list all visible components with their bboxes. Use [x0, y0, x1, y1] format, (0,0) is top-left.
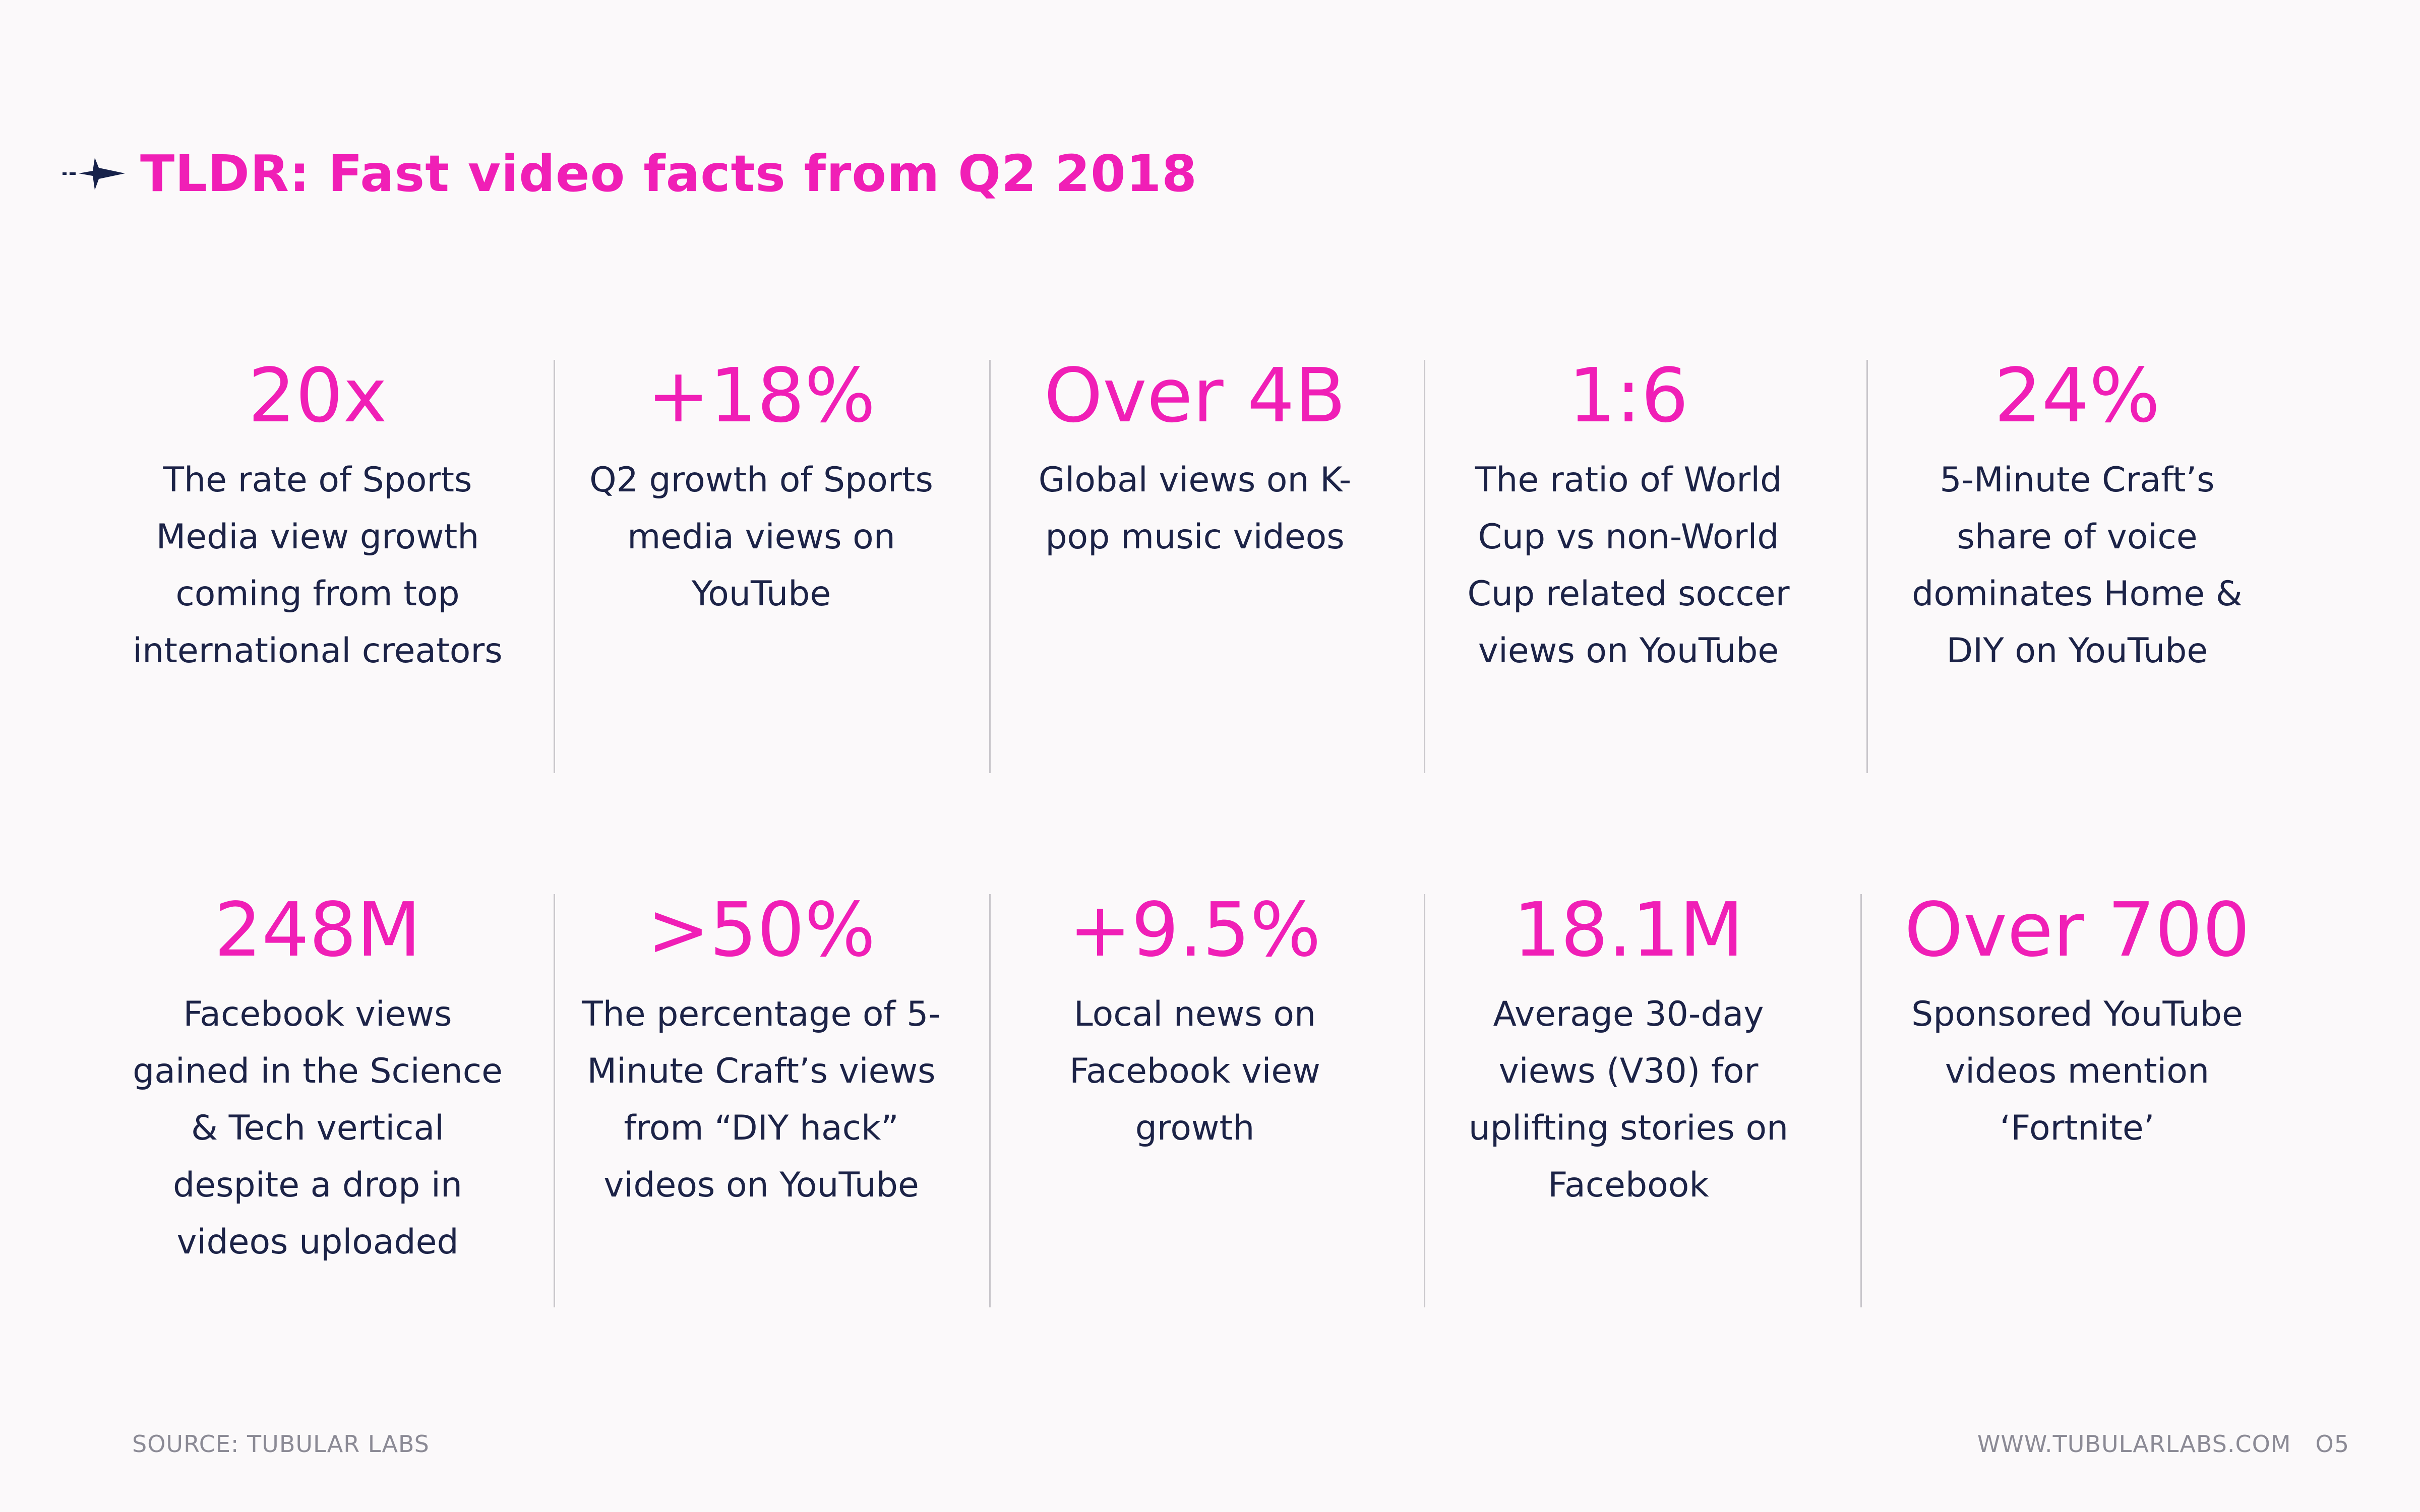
fact-cell: +18% Q2 growth of Sports media views on … [544, 353, 978, 771]
footer-website: WWW.TUBULARLABS.COM [1977, 1430, 2291, 1458]
fact-cell: 248M Facebook views gained in the Scienc… [101, 887, 534, 1305]
fact-cell: >50% The percentage of 5-Minute Craft’s … [544, 887, 978, 1305]
facts-grid: 20x The rate of Sports Media view growth… [101, 353, 2319, 1305]
fact-description: The ratio of World Cup vs non-World Cup … [1442, 452, 1815, 679]
fact-stat: +9.5% [978, 887, 1412, 973]
fact-cell: 18.1M Average 30-day views (V30) for upl… [1412, 887, 1845, 1305]
fact-description: Average 30-day views (V30) for uplifting… [1442, 986, 1815, 1214]
footer-right: WWW.TUBULARLABS.COM O5 [1977, 1430, 2349, 1458]
fact-cell: 24% 5-Minute Craft’s share of voice domi… [1855, 353, 2299, 771]
page-header: TLDR: Fast video facts from Q2 2018 [62, 133, 1197, 214]
fact-stat: Over 4B [978, 353, 1412, 438]
fact-cell: 20x The rate of Sports Media view growth… [101, 353, 534, 771]
page-number: O5 [2316, 1430, 2349, 1458]
fact-stat: 18.1M [1412, 887, 1845, 973]
facts-row-2: 248M Facebook views gained in the Scienc… [101, 887, 2319, 1305]
fact-stat: >50% [544, 887, 978, 973]
page-title: TLDR: Fast video facts from Q2 2018 [140, 144, 1197, 203]
fact-cell: +9.5% Local news on Facebook view growth [978, 887, 1412, 1305]
footer-source: SOURCE: TUBULAR LABS [132, 1430, 430, 1458]
fact-stat: 248M [101, 887, 534, 973]
fact-description: 5-Minute Craft’s share of voice dominate… [1891, 452, 2264, 679]
fact-stat: 1:6 [1412, 353, 1845, 438]
fact-stat: 20x [101, 353, 534, 438]
fact-description: Sponsored YouTube videos mention ‘Fortni… [1891, 986, 2264, 1157]
fact-cell: Over 700 Sponsored YouTube videos mentio… [1855, 887, 2299, 1305]
fact-description: Global views on K-pop music videos [1008, 452, 1381, 565]
fact-description: Facebook views gained in the Science & T… [131, 986, 504, 1271]
fact-description: The percentage of 5-Minute Craft’s views… [575, 986, 948, 1214]
fact-stat: Over 700 [1855, 887, 2299, 973]
fact-cell: 1:6 The ratio of World Cup vs non-World … [1412, 353, 1845, 771]
tubular-logo-icon [62, 151, 127, 196]
fact-description: Local news on Facebook view growth [1008, 986, 1381, 1157]
facts-row-1: 20x The rate of Sports Media view growth… [101, 353, 2319, 771]
fact-cell: Over 4B Global views on K-pop music vide… [978, 353, 1412, 771]
fact-description: Q2 growth of Sports media views on YouTu… [575, 452, 948, 622]
fact-stat: +18% [544, 353, 978, 438]
fact-description: The rate of Sports Media view growth com… [131, 452, 504, 679]
fact-stat: 24% [1855, 353, 2299, 438]
